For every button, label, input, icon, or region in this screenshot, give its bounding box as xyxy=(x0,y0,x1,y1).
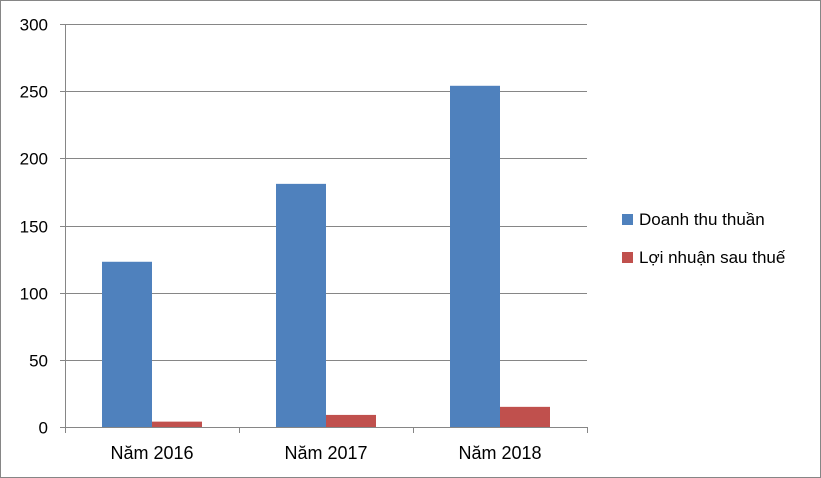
legend-label: Lợi nhuận sau thuế xyxy=(639,248,786,267)
legend: Doanh thu thuần Lợi nhuận sau thuế xyxy=(622,210,786,267)
y-tick-label: 0 xyxy=(39,419,48,438)
y-tick-labels: 0 50 100 150 200 250 300 xyxy=(20,16,48,438)
legend-label: Doanh thu thuần xyxy=(639,210,765,229)
x-tick-labels: Năm 2016 Năm 2017 Năm 2018 xyxy=(110,443,541,463)
bar-doanh-thu-3 xyxy=(450,85,500,427)
x-tick-label: Năm 2017 xyxy=(284,443,367,463)
bar-doanh-thu-1 xyxy=(102,261,152,427)
bar-loi-nhuan-2 xyxy=(326,414,376,427)
y-tick-label: 50 xyxy=(29,352,48,371)
y-tick-label: 300 xyxy=(20,16,48,35)
bars xyxy=(102,85,550,427)
x-tick-label: Năm 2018 xyxy=(458,443,541,463)
legend-swatch xyxy=(622,252,633,263)
bar-loi-nhuan-1 xyxy=(152,421,202,427)
bar-loi-nhuan-3 xyxy=(500,406,550,427)
bar-doanh-thu-2 xyxy=(276,183,326,427)
y-tick-label: 250 xyxy=(20,83,48,102)
y-tick-label: 100 xyxy=(20,285,48,304)
legend-swatch xyxy=(622,214,633,225)
x-tick-label: Năm 2016 xyxy=(110,443,193,463)
axes xyxy=(60,24,588,433)
y-tick-label: 150 xyxy=(20,218,48,237)
y-tick-label: 200 xyxy=(20,150,48,169)
